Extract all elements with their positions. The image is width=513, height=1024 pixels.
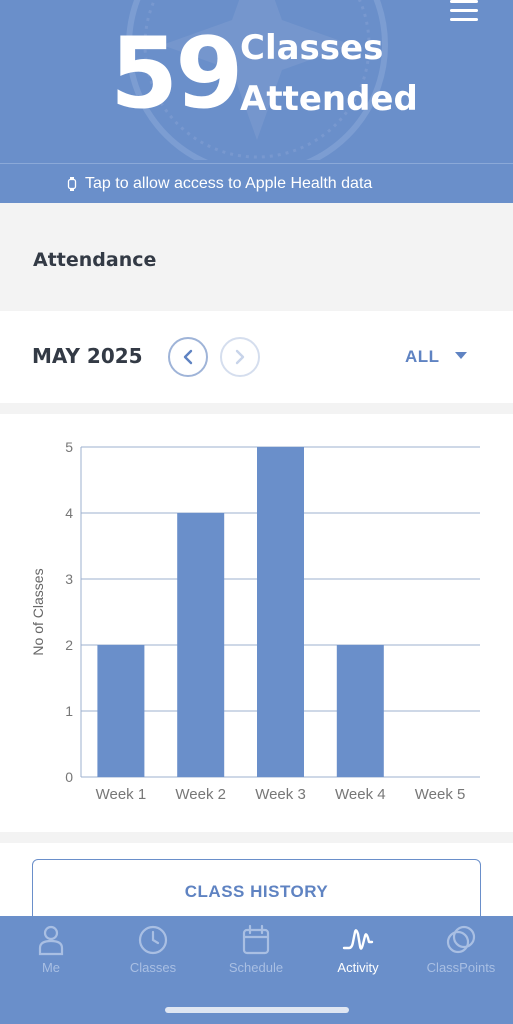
y-tick-label: 5	[65, 439, 73, 455]
person-icon	[38, 925, 64, 956]
bar	[257, 447, 304, 777]
attendance-title: Attendance	[33, 249, 157, 271]
summary-header: 59 Classes Attended	[0, 0, 513, 163]
tab-classes[interactable]: Classes	[102, 924, 204, 984]
tab-activity-label: Activity	[337, 960, 379, 975]
tab-classpoints[interactable]: ClassPoints	[410, 924, 512, 984]
x-tick-label: Week 1	[96, 786, 147, 803]
apple-health-prompt[interactable]: Tap to allow access to Apple Health data	[0, 163, 513, 203]
tab-classpoints-label: ClassPoints	[426, 960, 496, 975]
y-tick-label: 2	[65, 637, 73, 653]
emblem-watermark-icon	[126, 0, 388, 160]
tab-me-label: Me	[41, 960, 61, 975]
previous-month-button[interactable]	[168, 337, 208, 377]
tab-me[interactable]: Me	[0, 924, 102, 984]
count-label-line1: Classes	[240, 28, 384, 68]
points-icon	[446, 925, 476, 954]
calendar-icon	[242, 924, 270, 955]
menu-icon[interactable]	[450, 0, 478, 24]
x-tick-label: Week 4	[335, 786, 386, 803]
y-tick-label: 1	[65, 703, 73, 719]
bar	[336, 645, 384, 777]
class-filter-dropdown[interactable]: ALL	[405, 347, 440, 366]
clock-icon	[138, 925, 168, 955]
x-tick-label: Week 2	[175, 786, 226, 803]
activity-icon	[342, 929, 374, 950]
chevron-right-icon	[235, 349, 245, 365]
tab-schedule[interactable]: Schedule	[205, 924, 307, 984]
tab-bar: Me Classes Schedule Activity ClassPoints	[0, 916, 513, 1024]
attendance-bar-chart: 0 1 2 3 4 5 Week 1 Week 2 Week 3 Week 4 Week 5 No o…	[30, 439, 480, 803]
x-tick-label: Week 3	[255, 786, 306, 803]
watch-icon	[67, 177, 77, 191]
x-tick-label: Week 5	[415, 786, 466, 803]
y-tick-label: 4	[65, 505, 73, 521]
tab-classes-label: Classes	[129, 960, 177, 975]
y-tick-label: 0	[65, 769, 73, 785]
tab-schedule-label: Schedule	[228, 960, 284, 975]
apple-health-prompt-text: Tap to allow access to Apple Health data	[85, 175, 373, 192]
tab-activity[interactable]: Activity	[307, 924, 409, 984]
caret-down-icon[interactable]	[455, 352, 467, 359]
home-indicator	[165, 1007, 349, 1013]
month-selector: MAY 2025 ALL	[0, 311, 513, 403]
y-axis-label: No of Classes	[30, 568, 46, 655]
chevron-left-icon	[183, 349, 193, 365]
month-label: MAY 2025	[32, 344, 143, 368]
bar	[97, 645, 145, 777]
y-tick-label: 3	[65, 571, 73, 587]
bar	[177, 513, 225, 777]
next-month-button[interactable]	[220, 337, 260, 377]
attendance-chart: 0 1 2 3 4 5 Week 1 Week 2 Week 3 Week 4 Week 5 No o…	[0, 414, 513, 832]
count-label-line2: Attended	[240, 79, 418, 119]
classes-attended-count: 59	[110, 17, 243, 131]
class-history-section: CLASS HISTORY	[0, 843, 513, 929]
attendance-section: Attendance	[0, 203, 513, 311]
